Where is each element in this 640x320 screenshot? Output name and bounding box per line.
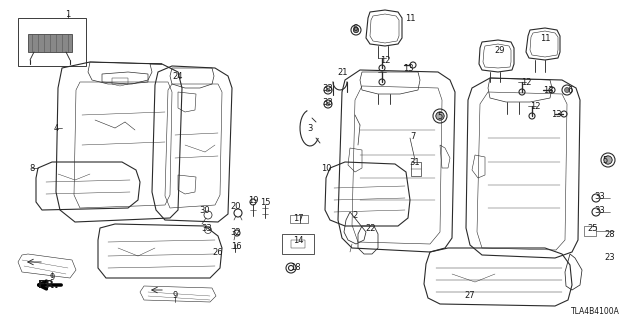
Text: TLA4B4100A: TLA4B4100A: [571, 307, 620, 316]
Text: 18: 18: [290, 263, 300, 273]
Text: 10: 10: [321, 164, 332, 172]
Text: FR.: FR.: [38, 280, 58, 290]
Text: 11: 11: [404, 13, 415, 22]
Text: 29: 29: [495, 45, 505, 54]
Text: 33: 33: [202, 223, 212, 233]
Text: 12: 12: [521, 77, 531, 86]
Text: 24: 24: [173, 71, 183, 81]
Text: 5: 5: [437, 111, 443, 121]
Text: 6: 6: [352, 23, 358, 33]
Text: 23: 23: [605, 253, 615, 262]
Text: 31: 31: [410, 157, 420, 166]
Text: 19: 19: [248, 196, 259, 204]
Bar: [290, 215, 300, 223]
Text: 22: 22: [365, 223, 376, 233]
Bar: [300, 215, 308, 223]
Bar: [584, 226, 596, 236]
Circle shape: [564, 87, 570, 92]
Text: 7: 7: [410, 132, 416, 140]
Text: 20: 20: [231, 202, 241, 211]
Bar: [28, 34, 72, 52]
Circle shape: [326, 88, 330, 92]
Text: 1: 1: [65, 10, 70, 19]
Text: 5: 5: [602, 156, 607, 164]
Bar: [282, 234, 314, 254]
Text: 17: 17: [292, 213, 303, 222]
Text: 16: 16: [230, 242, 241, 251]
Text: 9: 9: [49, 273, 54, 282]
Text: 13: 13: [403, 63, 413, 73]
Text: 9: 9: [172, 292, 178, 300]
Text: 15: 15: [260, 197, 270, 206]
Text: 8: 8: [29, 164, 35, 172]
Text: 28: 28: [605, 229, 615, 238]
Text: 30: 30: [200, 205, 211, 214]
Text: 33: 33: [323, 98, 333, 107]
Text: 13: 13: [543, 85, 554, 94]
Text: 26: 26: [212, 247, 223, 257]
Text: 21: 21: [338, 68, 348, 76]
Text: 11: 11: [540, 34, 550, 43]
Text: 13: 13: [550, 109, 561, 118]
Bar: [291, 240, 305, 248]
Text: 4: 4: [53, 124, 59, 132]
Circle shape: [436, 112, 444, 120]
Text: 33: 33: [595, 191, 605, 201]
Text: 6: 6: [567, 85, 573, 94]
Text: 27: 27: [465, 291, 476, 300]
Text: 25: 25: [588, 223, 598, 233]
Text: 3: 3: [307, 124, 313, 132]
Text: 33: 33: [595, 205, 605, 214]
Text: 32: 32: [230, 228, 241, 236]
Text: 12: 12: [380, 55, 390, 65]
Circle shape: [326, 102, 330, 106]
Bar: [18, 18, 86, 66]
Text: 14: 14: [292, 236, 303, 244]
Bar: [411, 162, 421, 176]
Text: 2: 2: [353, 211, 358, 220]
Circle shape: [604, 156, 612, 164]
Text: 33: 33: [323, 84, 333, 92]
Circle shape: [353, 28, 358, 33]
Text: 12: 12: [530, 101, 540, 110]
